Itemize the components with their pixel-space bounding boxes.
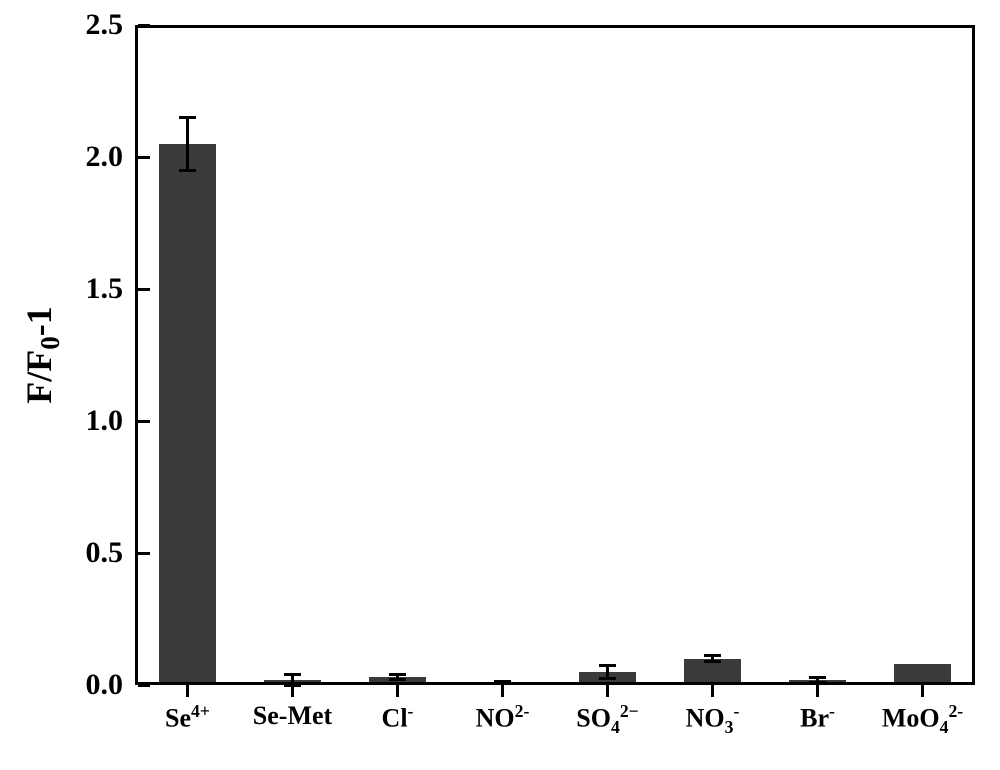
error-cap (599, 664, 616, 667)
x-tick-label: Se-Met (253, 701, 332, 731)
error-cap (179, 169, 196, 172)
error-cap (704, 660, 721, 663)
x-tick (711, 685, 714, 697)
y-tick (138, 288, 150, 291)
error-bar (186, 117, 189, 170)
x-tick (606, 685, 609, 697)
y-tick-label: 0.0 (86, 668, 124, 702)
x-tick-label: NO2- (476, 701, 530, 734)
x-tick (501, 685, 504, 697)
x-tick-label: Cl- (382, 701, 414, 734)
y-tick-label: 1.0 (86, 404, 124, 438)
plot-area: 0.00.51.01.52.02.5Se4+Se-MetCl-NO2-SO42−… (135, 25, 975, 685)
error-cap (389, 673, 406, 676)
x-tick-label: NO3- (686, 701, 740, 738)
x-tick (291, 685, 294, 697)
axis-box (135, 25, 975, 685)
y-tick (138, 24, 150, 27)
error-cap (809, 676, 826, 679)
y-tick-label: 1.5 (86, 272, 124, 306)
y-tick (138, 684, 150, 687)
error-cap (179, 116, 196, 119)
error-cap (284, 673, 301, 676)
error-cap (389, 678, 406, 681)
error-cap (809, 681, 826, 684)
x-tick-label: MoO42- (882, 701, 963, 738)
y-tick-label: 2.5 (86, 8, 124, 42)
bar (894, 664, 952, 682)
y-tick (138, 156, 150, 159)
y-tick (138, 420, 150, 423)
x-tick (816, 685, 819, 697)
x-tick (921, 685, 924, 697)
y-axis-label: F/F0-1 (18, 306, 66, 403)
x-tick (186, 685, 189, 697)
x-tick-label: Se4+ (165, 701, 210, 734)
error-cap (599, 677, 616, 680)
x-tick-label: SO42− (576, 701, 638, 738)
x-tick (396, 685, 399, 697)
x-tick-label: Br- (800, 701, 835, 734)
error-cap (704, 654, 721, 657)
bar (159, 144, 217, 682)
y-tick-label: 0.5 (86, 536, 124, 570)
chart-container: F/F0-1 0.00.51.01.52.02.5Se4+Se-MetCl-NO… (0, 0, 1000, 770)
y-tick-label: 2.0 (86, 140, 124, 174)
y-tick (138, 552, 150, 555)
